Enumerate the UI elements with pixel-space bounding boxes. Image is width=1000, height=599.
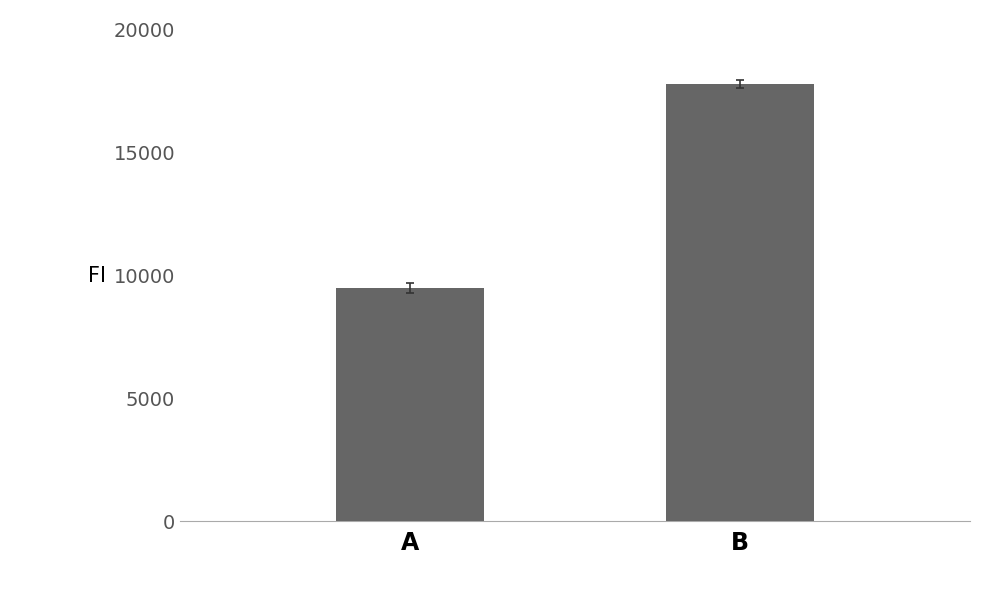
Bar xyxy=(336,288,484,521)
Bar xyxy=(666,84,814,521)
Y-axis label: FI: FI xyxy=(88,265,106,286)
